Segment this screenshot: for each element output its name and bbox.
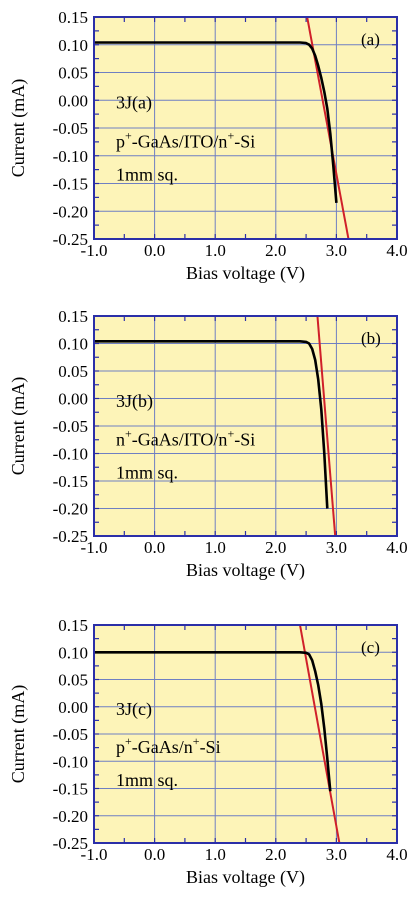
y-tick-label: 0.05 <box>58 671 88 690</box>
x-tick-label: 2.0 <box>265 241 286 260</box>
y-tick-label: 0.00 <box>58 698 88 717</box>
y-tick-label: 0.10 <box>58 36 88 55</box>
y-tick-label: 0.00 <box>58 91 88 110</box>
annotation-sample-id: 3J(a) <box>116 93 152 114</box>
x-axis-title: Bias voltage (V) <box>186 867 305 888</box>
x-tick-label: 3.0 <box>326 538 347 557</box>
y-tick-label: -0.20 <box>53 500 88 519</box>
y-tick-label: -0.10 <box>53 445 88 464</box>
annotation-structure: p+-GaAs/n+-Si <box>116 734 221 757</box>
y-tick-label: -0.05 <box>53 417 88 436</box>
chart-panel-b: 0.15 0.10 0.05 0.00 -0.05 -0.10 -0.15 -0.20 -0.2… <box>8 307 408 581</box>
chart-panel-c: 0.15 0.10 0.05 0.00 -0.05 -0.10 -0.15 -0.20 -0.2… <box>8 616 408 888</box>
x-tick-label: -1.0 <box>81 538 108 557</box>
x-tick-label: 4.0 <box>386 241 407 260</box>
annotation-structure: n+-GaAs/ITO/n+-Si <box>116 426 255 449</box>
annotation-size: 1mm sq. <box>116 165 178 185</box>
x-tick-label: 3.0 <box>326 241 347 260</box>
y-tick-label: 0.05 <box>58 64 88 83</box>
x-tick-label: -1.0 <box>81 845 108 864</box>
x-tick-label: 2.0 <box>265 538 286 557</box>
y-tick-label: -0.05 <box>53 119 88 138</box>
annotation-structure: p+-GaAs/ITO/n+-Si <box>116 128 255 151</box>
panel-label: (b) <box>361 329 381 348</box>
plot-frame <box>93 315 398 537</box>
fit-line <box>299 625 341 843</box>
iv-curve <box>94 339 329 509</box>
panel-label: (a) <box>361 30 380 49</box>
x-tick-label: 1.0 <box>205 538 226 557</box>
y-axis-title: Current (mA) <box>8 377 29 475</box>
y-tick-label: -0.20 <box>53 807 88 826</box>
x-tick-label: 0.0 <box>144 845 165 864</box>
y-tick-label: -0.05 <box>53 725 88 744</box>
y-tick-label: 0.00 <box>58 390 88 409</box>
annotation-size: 1mm sq. <box>116 770 178 790</box>
y-tick-label: 0.05 <box>58 362 88 381</box>
y-tick-label: -0.20 <box>53 202 88 221</box>
x-tick-label: 3.0 <box>326 845 347 864</box>
x-tick-label: 1.0 <box>205 845 226 864</box>
y-tick-label: 0.10 <box>58 643 88 662</box>
y-tick-label: -0.25 <box>53 230 88 249</box>
panel-label: (c) <box>361 638 380 657</box>
y-tick-label: -0.15 <box>53 472 88 491</box>
y-tick-label: -0.25 <box>53 527 88 546</box>
y-tick-label: -0.10 <box>53 147 88 166</box>
x-axis-title: Bias voltage (V) <box>186 263 305 284</box>
plot-frame <box>93 16 398 240</box>
plot-frame <box>93 624 398 844</box>
y-axis-title: Current (mA) <box>8 685 29 783</box>
y-tick-label: 0.15 <box>58 8 88 27</box>
iv-curve <box>94 650 332 792</box>
iv-curve <box>94 41 338 204</box>
y-axis-title: Current (mA) <box>8 79 29 177</box>
y-tick-label: -0.10 <box>53 752 88 771</box>
y-tick-label: 0.15 <box>58 616 88 635</box>
x-tick-label: 1.0 <box>205 241 226 260</box>
x-tick-label: 2.0 <box>265 845 286 864</box>
x-tick-label: -1.0 <box>81 241 108 260</box>
y-tick-label: 0.10 <box>58 335 88 354</box>
y-tick-label: -0.15 <box>53 780 88 799</box>
annotation-size: 1mm sq. <box>116 462 178 482</box>
x-tick-label: 4.0 <box>386 845 407 864</box>
y-tick-label: -0.15 <box>53 175 88 194</box>
x-tick-label: 0.0 <box>144 241 165 260</box>
annotation-sample-id: 3J(c) <box>116 699 152 720</box>
x-axis-title: Bias voltage (V) <box>186 560 305 581</box>
annotation-sample-id: 3J(b) <box>116 391 153 412</box>
y-tick-label: 0.15 <box>58 307 88 326</box>
x-tick-label: 4.0 <box>386 538 407 557</box>
fit-line <box>316 316 337 536</box>
y-tick-label: -0.25 <box>53 834 88 853</box>
x-tick-label: 0.0 <box>144 538 165 557</box>
chart-panel-a: 0.15 0.10 0.05 0.00 -0.05 -0.10 -0.15 -0.20 -0.2… <box>8 8 408 284</box>
